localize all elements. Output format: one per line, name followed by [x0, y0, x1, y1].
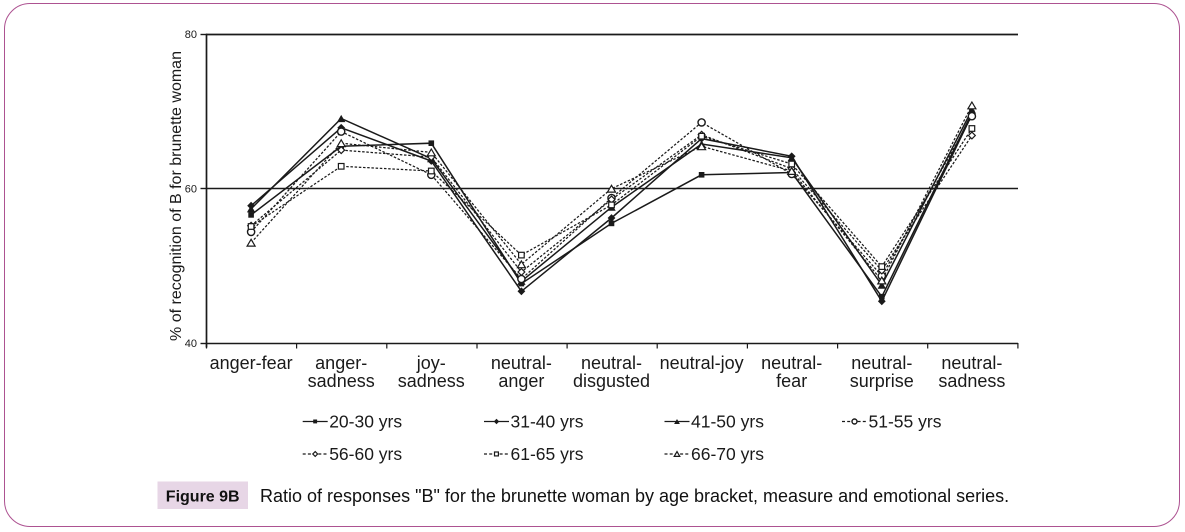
- svg-text:anger-: anger-: [315, 353, 367, 373]
- svg-text:61-65 yrs: 61-65 yrs: [511, 444, 584, 464]
- svg-text:20-30 yrs: 20-30 yrs: [329, 412, 402, 432]
- svg-text:joy-: joy-: [416, 353, 446, 373]
- svg-text:66-70 yrs: 66-70 yrs: [691, 444, 764, 464]
- svg-text:neutral-: neutral-: [761, 353, 822, 373]
- svg-text:surprise: surprise: [850, 371, 914, 391]
- svg-text:41-50 yrs: 41-50 yrs: [691, 412, 764, 432]
- svg-text:anger-fear: anger-fear: [210, 353, 293, 373]
- svg-text:fear: fear: [776, 371, 807, 391]
- svg-text:56-60 yrs: 56-60 yrs: [329, 444, 402, 464]
- svg-text:60: 60: [185, 184, 197, 196]
- svg-text:31-40 yrs: 31-40 yrs: [511, 412, 584, 432]
- svg-text:sadness: sadness: [938, 371, 1005, 391]
- svg-text:Ratio of responses "B" for the: Ratio of responses "B" for the brunette …: [260, 486, 1009, 506]
- svg-text:% of recognition of B for brun: % of recognition of B for brunette woman: [168, 51, 185, 341]
- svg-text:Figure 9B: Figure 9B: [166, 489, 240, 506]
- svg-text:neutral-joy: neutral-joy: [660, 353, 744, 373]
- svg-text:disgusted: disgusted: [573, 371, 650, 391]
- svg-text:sadness: sadness: [308, 371, 375, 391]
- svg-text:sadness: sadness: [398, 371, 465, 391]
- svg-text:neutral-: neutral-: [491, 353, 552, 373]
- svg-text:40: 40: [185, 338, 197, 350]
- svg-text:neutral-: neutral-: [851, 353, 912, 373]
- svg-text:neutral-: neutral-: [941, 353, 1002, 373]
- svg-text:anger: anger: [498, 371, 544, 391]
- svg-text:neutral-: neutral-: [581, 353, 642, 373]
- svg-text:51-55 yrs: 51-55 yrs: [869, 412, 942, 432]
- svg-text:80: 80: [185, 29, 197, 41]
